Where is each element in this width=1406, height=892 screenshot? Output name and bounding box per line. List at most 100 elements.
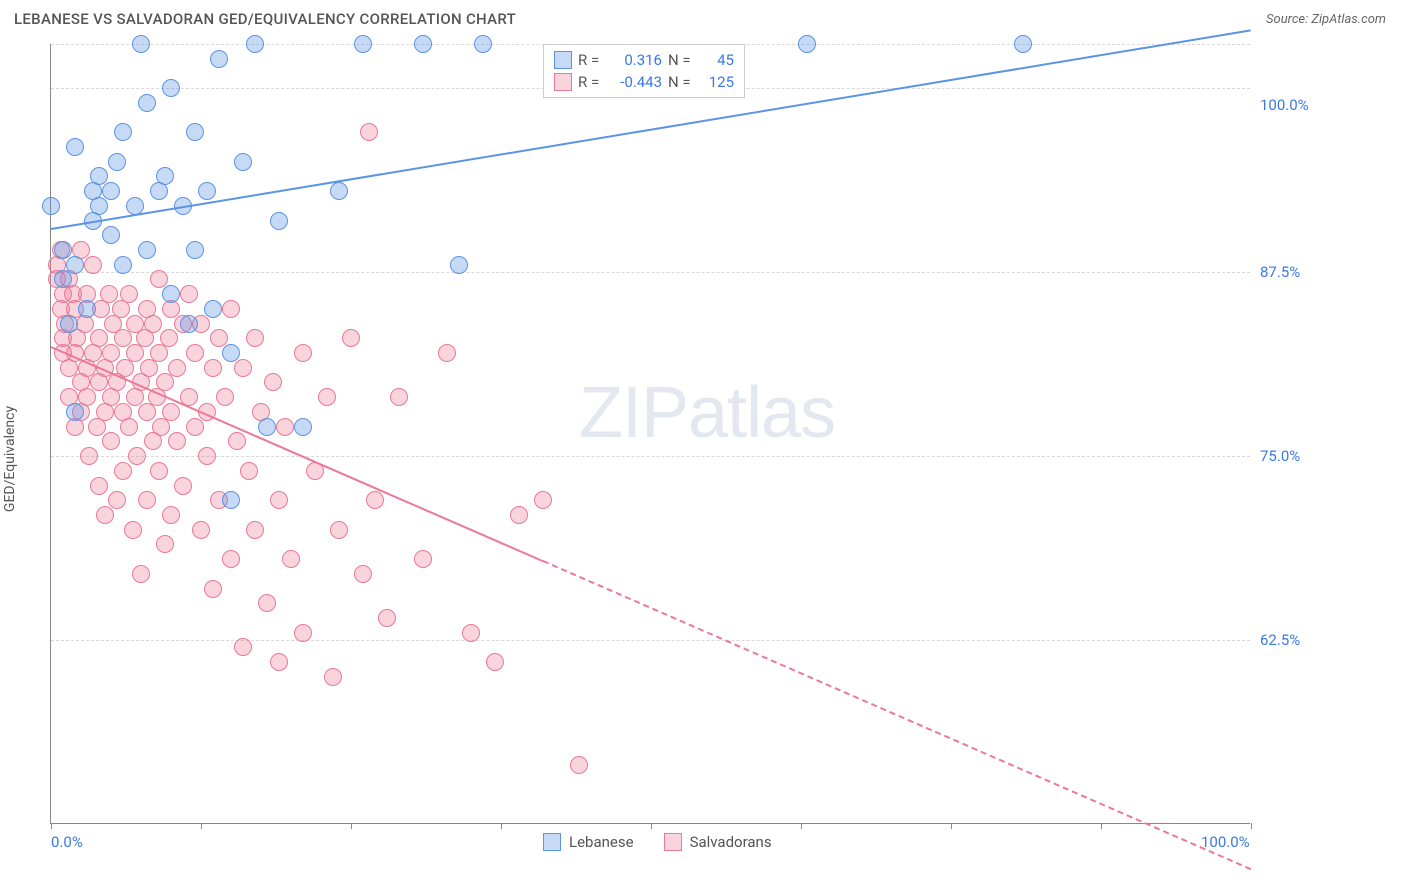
legend-swatch	[543, 833, 561, 851]
data-point	[258, 418, 276, 436]
data-point	[150, 462, 168, 480]
correlation-legend: R =0.316N =45R =-0.443N =125	[543, 44, 745, 98]
data-point	[102, 432, 120, 450]
data-point	[144, 315, 162, 333]
data-point	[222, 300, 240, 318]
data-point	[162, 79, 180, 97]
data-point	[276, 418, 294, 436]
data-point	[124, 521, 142, 539]
data-point	[246, 521, 264, 539]
data-point	[180, 285, 198, 303]
x-tick	[51, 823, 52, 829]
data-point	[330, 182, 348, 200]
data-point	[156, 167, 174, 185]
data-point	[378, 609, 396, 627]
data-point	[160, 329, 178, 347]
data-point	[342, 329, 360, 347]
data-point	[366, 491, 384, 509]
data-point	[222, 491, 240, 509]
data-point	[330, 521, 348, 539]
data-point	[222, 550, 240, 568]
legend-r-value: 0.316	[610, 51, 662, 69]
data-point	[534, 491, 552, 509]
plot-area: 62.5%75.0%87.5%100.0%0.0%100.0%ZIPatlasR…	[50, 44, 1250, 824]
chart-title: LEBANESE VS SALVADORAN GED/EQUIVALENCY C…	[14, 10, 516, 28]
data-point	[102, 182, 120, 200]
data-point	[510, 506, 528, 524]
data-point	[102, 226, 120, 244]
data-point	[108, 153, 126, 171]
data-point	[204, 300, 222, 318]
legend-n-label: N =	[668, 73, 694, 91]
x-tick	[951, 823, 952, 829]
y-tick-label: 100.0%	[1260, 96, 1350, 114]
x-tick	[1251, 823, 1252, 829]
data-point	[42, 197, 60, 215]
data-point	[198, 447, 216, 465]
data-point	[132, 565, 150, 583]
data-point	[60, 315, 78, 333]
data-point	[138, 491, 156, 509]
data-point	[162, 403, 180, 421]
data-point	[474, 35, 492, 53]
data-point	[66, 403, 84, 421]
gridline-h	[51, 272, 1250, 273]
data-point	[186, 123, 204, 141]
x-tick-label: 0.0%	[51, 833, 83, 851]
data-point	[1014, 35, 1032, 53]
gridline-h	[51, 640, 1250, 641]
data-point	[570, 756, 588, 774]
data-point	[246, 35, 264, 53]
data-point	[90, 477, 108, 495]
data-point	[234, 638, 252, 656]
data-point	[438, 344, 456, 362]
data-point	[174, 477, 192, 495]
data-point	[108, 491, 126, 509]
data-point	[282, 550, 300, 568]
data-point	[114, 123, 132, 141]
data-point	[390, 388, 408, 406]
data-point	[128, 447, 146, 465]
y-tick-label: 87.5%	[1260, 263, 1350, 281]
gridline-h	[51, 456, 1250, 457]
x-tick	[651, 823, 652, 829]
data-point	[414, 550, 432, 568]
data-point	[486, 653, 504, 671]
data-point	[168, 432, 186, 450]
data-point	[96, 506, 114, 524]
data-point	[270, 653, 288, 671]
data-point	[318, 388, 336, 406]
x-tick	[351, 823, 352, 829]
x-tick	[201, 823, 202, 829]
y-tick-label: 75.0%	[1260, 447, 1350, 465]
data-point	[78, 388, 96, 406]
data-point	[138, 241, 156, 259]
data-point	[414, 35, 432, 53]
data-point	[156, 373, 174, 391]
legend-r-value: -0.443	[610, 73, 662, 91]
legend-swatch	[554, 73, 572, 91]
legend-n-value: 125	[700, 73, 734, 91]
data-point	[294, 624, 312, 642]
data-point	[162, 285, 180, 303]
data-point	[246, 329, 264, 347]
data-point	[258, 594, 276, 612]
x-tick-label: 100.0%	[1201, 833, 1250, 851]
legend-series-label: Lebanese	[569, 833, 634, 851]
data-point	[210, 50, 228, 68]
data-point	[228, 432, 246, 450]
series-legend: LebaneseSalvadorans	[543, 833, 772, 851]
data-point	[102, 344, 120, 362]
data-point	[162, 506, 180, 524]
data-point	[270, 491, 288, 509]
data-point	[360, 123, 378, 141]
data-point	[138, 94, 156, 112]
data-point	[462, 624, 480, 642]
data-point	[120, 418, 138, 436]
data-point	[270, 212, 288, 230]
x-tick	[801, 823, 802, 829]
data-point	[204, 359, 222, 377]
data-point	[324, 668, 342, 686]
data-point	[798, 35, 816, 53]
data-point	[114, 256, 132, 274]
